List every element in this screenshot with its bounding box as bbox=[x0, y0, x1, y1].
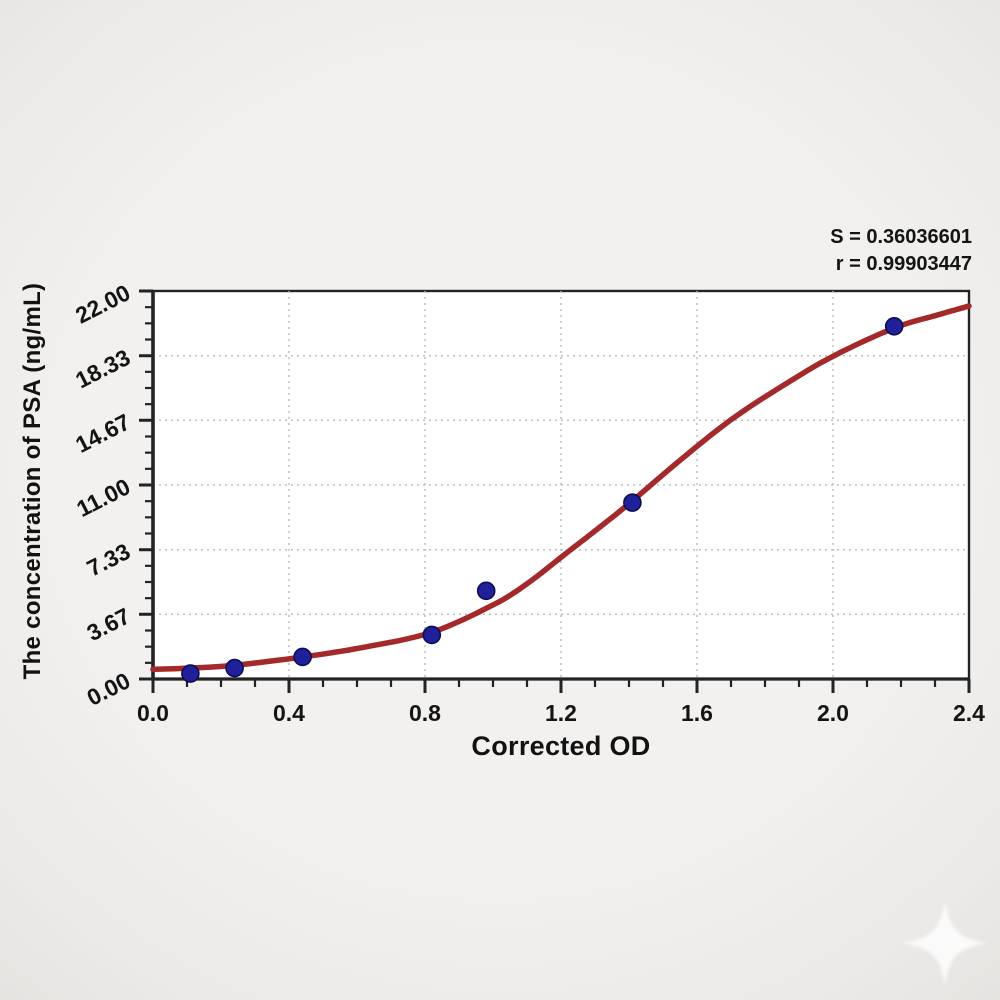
x-tick-label: 1.2 bbox=[545, 700, 577, 726]
y-tick-label: 14.67 bbox=[71, 409, 134, 458]
y-tick-label: 11.00 bbox=[72, 473, 134, 522]
x-tick-label: 1.6 bbox=[681, 700, 713, 726]
y-tick-label: 3.67 bbox=[83, 603, 135, 646]
data-point bbox=[422, 625, 442, 645]
data-point bbox=[476, 581, 496, 601]
x-axis-title: Corrected OD bbox=[471, 731, 651, 761]
sparkle-watermark-icon bbox=[903, 901, 987, 985]
fit-statistics: S = 0.36036601 r = 0.99903447 bbox=[830, 224, 972, 278]
y-axis-title: The concentration of PSA (ng/mL) bbox=[19, 282, 46, 680]
y-tick-label: 22.00 bbox=[71, 279, 134, 328]
x-tick-label: 0.4 bbox=[273, 700, 305, 726]
x-tick-label: 0.0 bbox=[137, 700, 169, 726]
y-tick-label: 0.00 bbox=[83, 667, 135, 710]
fit-curve bbox=[150, 303, 972, 673]
data-point bbox=[884, 316, 904, 336]
y-tick-label: 18.33 bbox=[71, 344, 134, 393]
x-tick-label: 2.4 bbox=[953, 700, 985, 726]
x-tick-label: 0.8 bbox=[409, 700, 441, 726]
data-point bbox=[623, 493, 642, 512]
data-point bbox=[181, 664, 200, 683]
data-point bbox=[293, 647, 312, 667]
annotation-s-value: S = 0.36036601 bbox=[830, 226, 972, 248]
y-tick-label: 7.33 bbox=[83, 538, 135, 581]
annotation-r-value: r = 0.99903447 bbox=[835, 253, 972, 275]
x-tick-label: 2.0 bbox=[817, 700, 849, 726]
data-point bbox=[225, 658, 244, 678]
